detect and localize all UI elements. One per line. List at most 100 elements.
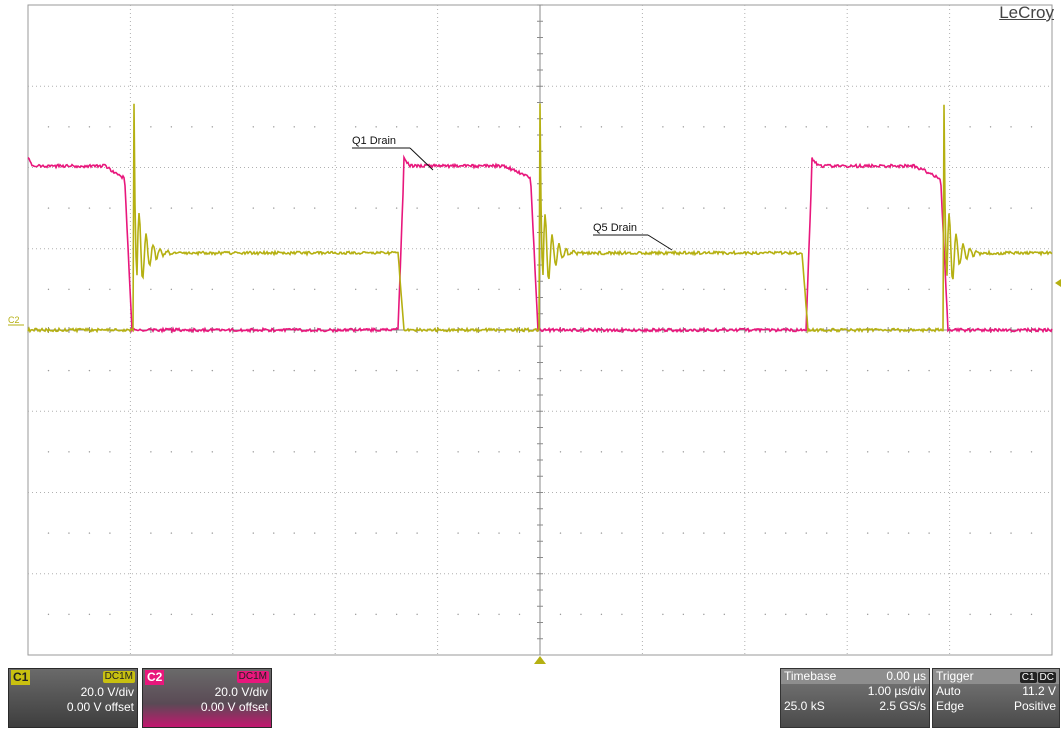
grid-dot xyxy=(601,532,602,533)
grid-dot xyxy=(928,451,929,452)
grid-dot xyxy=(191,126,192,127)
grid-dot xyxy=(150,126,151,127)
grid-dot xyxy=(150,289,151,290)
grid-dot xyxy=(969,532,970,533)
grid-dot xyxy=(396,207,397,208)
grid-dot xyxy=(990,614,991,615)
trigger-source-badge: C1 xyxy=(1020,672,1037,683)
timebase-rate: 2.5 GS/s xyxy=(879,699,926,714)
grid-dot xyxy=(519,289,520,290)
grid-dot xyxy=(253,370,254,371)
grid-dot xyxy=(785,289,786,290)
grid-dot xyxy=(826,614,827,615)
grid-dot xyxy=(273,126,274,127)
grid-dot xyxy=(703,451,704,452)
grid-dot xyxy=(887,207,888,208)
grid-dot xyxy=(683,370,684,371)
grid-dot xyxy=(416,289,417,290)
trigger-position-marker[interactable] xyxy=(534,656,546,664)
grid-dot xyxy=(68,370,69,371)
grid-dot xyxy=(785,532,786,533)
grid-dot xyxy=(109,207,110,208)
grid-dot xyxy=(908,370,909,371)
channel-c1-descriptor[interactable]: C1 DC1M 20.0 V/div 0.00 V offset xyxy=(8,668,138,728)
grid-dot xyxy=(396,370,397,371)
grid-dot xyxy=(253,207,254,208)
channel-c2-descriptor[interactable]: C2 DC1M 20.0 V/div 0.00 V offset xyxy=(142,668,272,728)
grid-dot xyxy=(89,451,90,452)
grid-dot xyxy=(683,207,684,208)
grid-dot xyxy=(806,451,807,452)
grid-dot xyxy=(150,532,151,533)
grid-dot xyxy=(68,451,69,452)
grid-dot xyxy=(150,614,151,615)
grid-dot xyxy=(990,370,991,371)
grid-dot xyxy=(560,614,561,615)
grid-dot xyxy=(990,289,991,290)
trigger-level-marker[interactable] xyxy=(1055,279,1061,287)
grid-dot xyxy=(89,532,90,533)
timebase-descriptor[interactable]: Timebase 0.00 µs 1.00 µs/div 25.0 kS 2.5… xyxy=(780,668,930,728)
grid-dot xyxy=(191,289,192,290)
grid-dot xyxy=(273,614,274,615)
grid-dot xyxy=(416,614,417,615)
grid-dot xyxy=(171,370,172,371)
grid-dot xyxy=(908,451,909,452)
grid-dot xyxy=(519,370,520,371)
grid-dot xyxy=(375,532,376,533)
grid-dot xyxy=(294,126,295,127)
grid-dot xyxy=(396,532,397,533)
grid-dot xyxy=(171,126,172,127)
grid-dot xyxy=(969,451,970,452)
grid-dot xyxy=(908,614,909,615)
channel-c2-offset: 0.00 V offset xyxy=(143,700,271,715)
grid-dot xyxy=(867,532,868,533)
timebase-acq-row: 25.0 kS 2.5 GS/s xyxy=(781,699,929,714)
grid-dot xyxy=(887,370,888,371)
grid-dot xyxy=(867,614,868,615)
grid-dot xyxy=(765,451,766,452)
grid-dot xyxy=(48,207,49,208)
grid-dot xyxy=(662,614,663,615)
grid-dot xyxy=(928,532,929,533)
grid-dot xyxy=(355,207,356,208)
grid-dot xyxy=(908,207,909,208)
grid-dot xyxy=(785,126,786,127)
grid-dot xyxy=(826,207,827,208)
grid-dot xyxy=(621,126,622,127)
grid-dot xyxy=(273,370,274,371)
grid-dot xyxy=(355,532,356,533)
grid-dot xyxy=(457,532,458,533)
grid-dot xyxy=(519,126,520,127)
grid-dot xyxy=(314,451,315,452)
trigger-header: Trigger C1 DC xyxy=(933,669,1059,684)
grid-dot xyxy=(355,614,356,615)
grid-dot xyxy=(150,370,151,371)
grid-dot xyxy=(109,532,110,533)
grid-dot xyxy=(662,289,663,290)
grid-dot xyxy=(212,126,213,127)
grid-dot xyxy=(724,289,725,290)
grid-dot xyxy=(621,370,622,371)
lecroy-logo: LeCroy xyxy=(999,3,1054,23)
trigger-coupling-badge: DC xyxy=(1038,672,1056,683)
grid-dot xyxy=(273,289,274,290)
grid-dot xyxy=(969,289,970,290)
grid-dot xyxy=(724,126,725,127)
channel-c2-vdiv: 20.0 V/div xyxy=(143,685,271,700)
timebase-samples: 25.0 kS xyxy=(784,699,825,714)
grid-dot xyxy=(294,370,295,371)
grid-dot xyxy=(89,614,90,615)
grid-dot xyxy=(109,451,110,452)
c2-level-marker[interactable]: C2 xyxy=(8,315,24,325)
timebase-header: Timebase 0.00 µs xyxy=(781,669,929,684)
grid-dot xyxy=(867,370,868,371)
timebase-tdiv: 1.00 µs/div xyxy=(781,684,929,699)
grid-dot xyxy=(969,614,970,615)
grid-dot xyxy=(68,126,69,127)
grid-dot xyxy=(253,614,254,615)
trigger-source: C1 DC xyxy=(1020,669,1056,684)
grid-dot xyxy=(1010,532,1011,533)
trigger-descriptor[interactable]: Trigger C1 DC Auto 11.2 V Edge Positive xyxy=(932,668,1060,728)
